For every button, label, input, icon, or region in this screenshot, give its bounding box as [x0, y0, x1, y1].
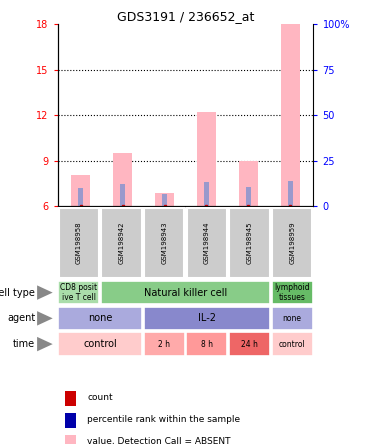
Bar: [71, 174, 90, 206]
Polygon shape: [37, 337, 53, 351]
Text: control: control: [279, 340, 306, 349]
Bar: [229, 208, 270, 278]
Bar: [272, 281, 313, 305]
Text: GSM198944: GSM198944: [204, 222, 210, 264]
Polygon shape: [37, 285, 53, 300]
Bar: [204, 182, 209, 206]
Polygon shape: [37, 311, 53, 325]
Text: GSM198945: GSM198945: [246, 222, 253, 264]
Text: 8 h: 8 h: [201, 340, 213, 349]
Text: none: none: [88, 313, 112, 323]
Text: IL-2: IL-2: [198, 313, 216, 323]
Text: GSM198958: GSM198958: [76, 222, 82, 265]
Bar: [113, 153, 132, 206]
Bar: [162, 194, 167, 206]
Text: GSM198943: GSM198943: [161, 222, 167, 265]
Bar: [101, 281, 270, 305]
Bar: [197, 112, 216, 206]
Text: count: count: [87, 393, 113, 402]
Bar: [144, 332, 185, 356]
Text: GSM198959: GSM198959: [289, 222, 295, 265]
Text: 2 h: 2 h: [158, 340, 170, 349]
Text: time: time: [13, 339, 35, 349]
Text: percentile rank within the sample: percentile rank within the sample: [87, 415, 240, 424]
Bar: [58, 281, 99, 305]
Bar: [144, 306, 270, 330]
Bar: [272, 208, 312, 278]
Bar: [59, 208, 99, 278]
Bar: [58, 332, 142, 356]
Text: value, Detection Call = ABSENT: value, Detection Call = ABSENT: [87, 437, 231, 444]
Bar: [239, 161, 258, 206]
Text: Natural killer cell: Natural killer cell: [144, 288, 227, 297]
Bar: [101, 208, 142, 278]
Bar: [281, 24, 300, 206]
Title: GDS3191 / 236652_at: GDS3191 / 236652_at: [117, 10, 254, 23]
Text: cell type: cell type: [0, 288, 35, 297]
Bar: [246, 187, 250, 206]
Text: agent: agent: [7, 313, 35, 323]
Bar: [58, 306, 142, 330]
Text: control: control: [83, 339, 117, 349]
Bar: [79, 188, 83, 206]
Text: GSM198942: GSM198942: [118, 222, 125, 264]
Bar: [272, 332, 313, 356]
Bar: [229, 332, 270, 356]
Bar: [288, 181, 292, 206]
Bar: [155, 193, 174, 206]
Text: lymphoid
tissues: lymphoid tissues: [274, 283, 310, 302]
Bar: [144, 208, 184, 278]
Bar: [272, 306, 313, 330]
Text: CD8 posit
ive T cell: CD8 posit ive T cell: [60, 283, 98, 302]
Text: none: none: [283, 314, 302, 323]
Bar: [186, 332, 227, 356]
Bar: [121, 184, 125, 206]
Text: 24 h: 24 h: [241, 340, 258, 349]
Bar: [187, 208, 227, 278]
